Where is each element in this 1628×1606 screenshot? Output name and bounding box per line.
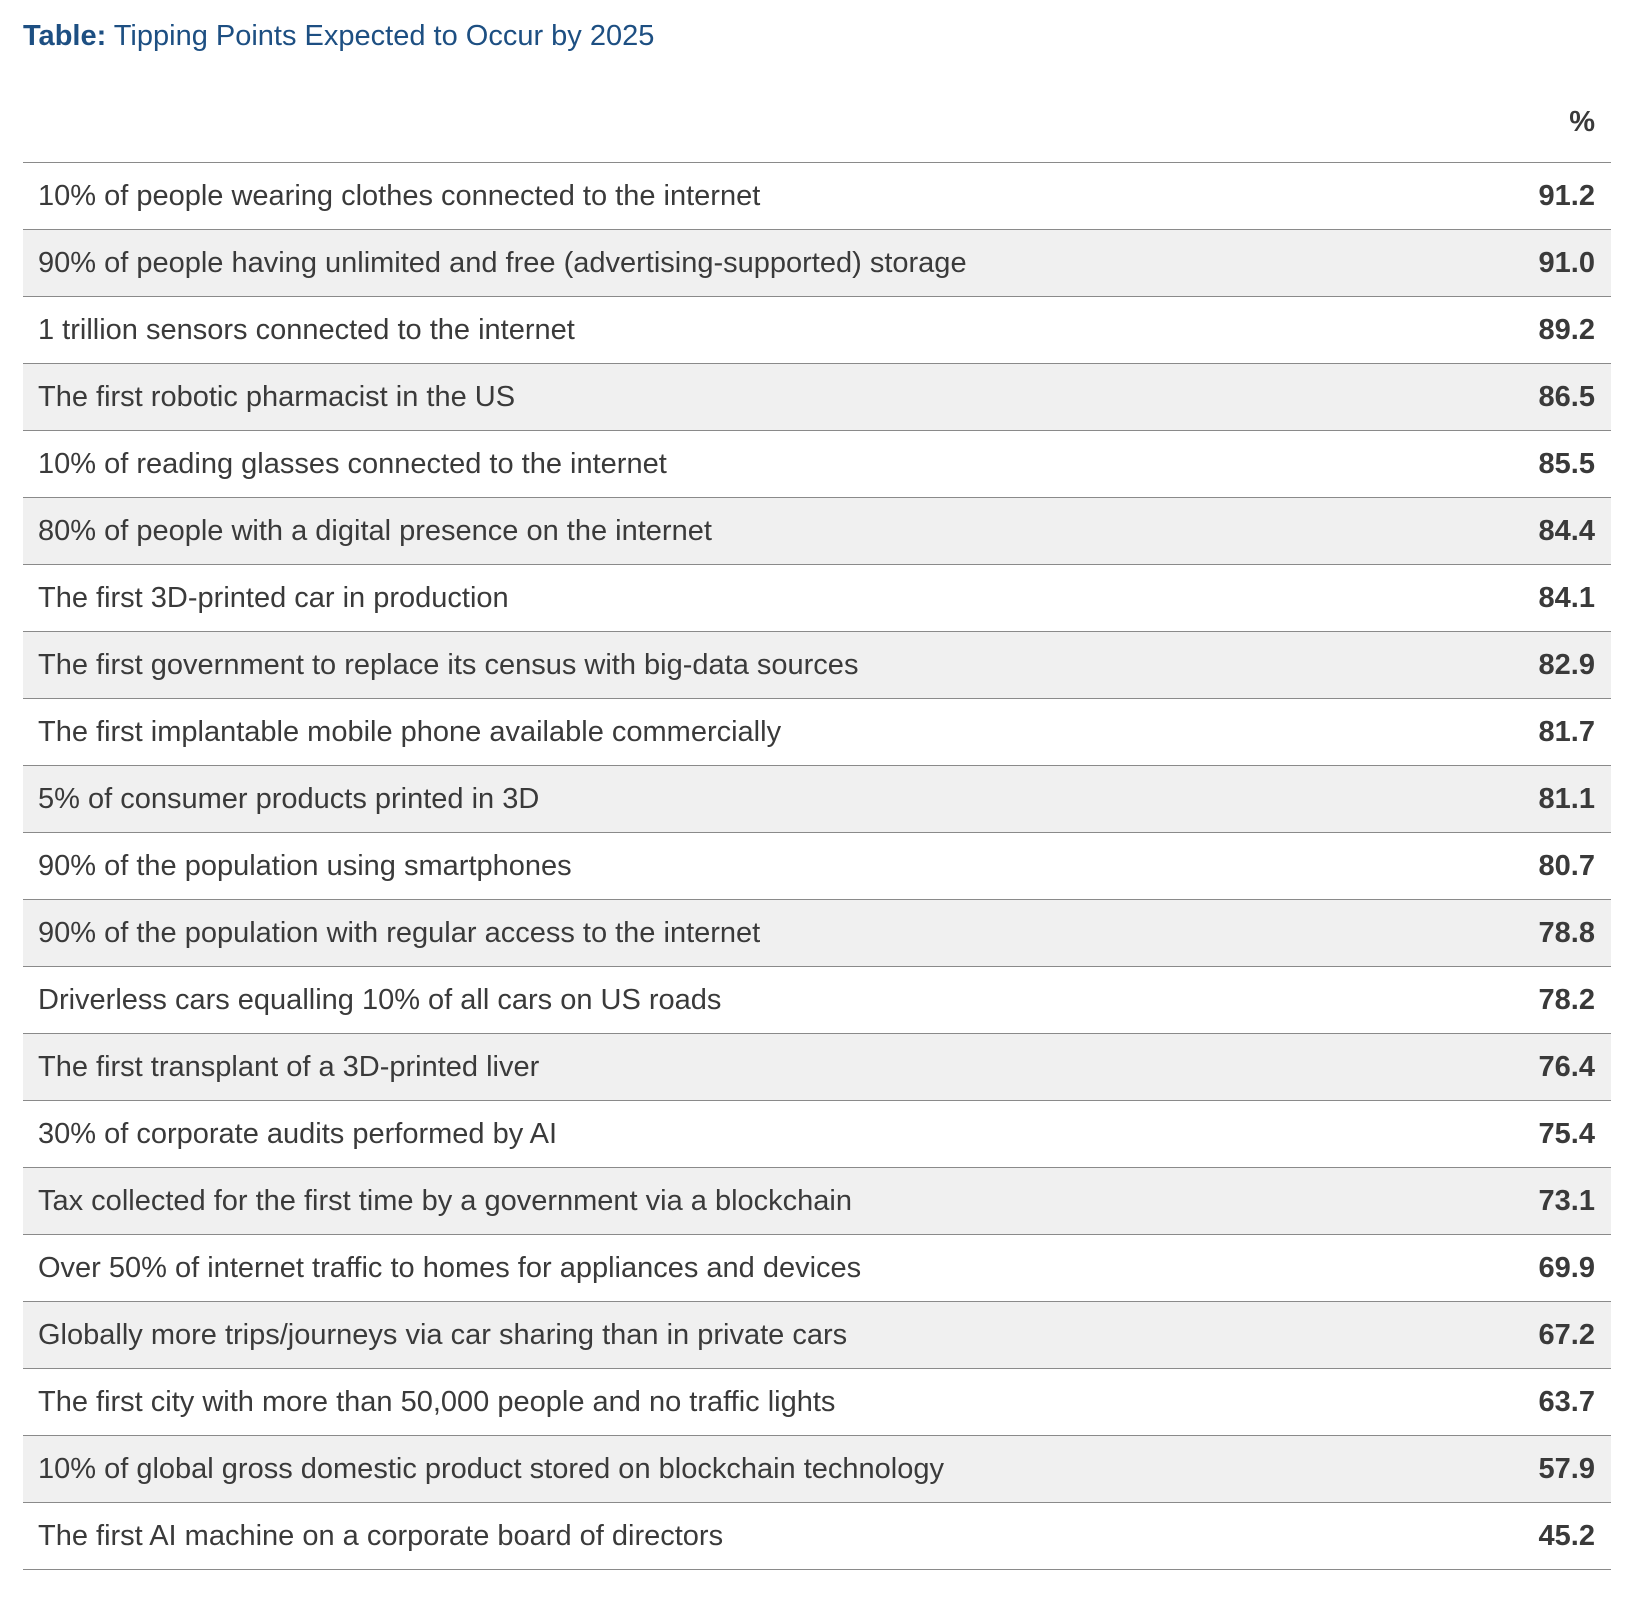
row-value: 91.2 [1538, 179, 1595, 212]
table-row: 1 trillion sensors connected to the inte… [23, 297, 1611, 364]
row-label: 80% of people with a digital presence on… [38, 514, 712, 547]
row-value: 78.8 [1538, 916, 1595, 949]
row-value: 75.4 [1538, 1117, 1595, 1150]
table-row: 10% of global gross domestic product sto… [23, 1436, 1611, 1503]
table-row: The first transplant of a 3D-printed liv… [23, 1034, 1611, 1101]
table-row: The first robotic pharmacist in the US 86… [23, 364, 1611, 431]
row-value: 85.5 [1538, 447, 1595, 480]
percent-column-header: % [1569, 106, 1595, 138]
row-value: 81.1 [1538, 782, 1595, 815]
row-value: 76.4 [1538, 1050, 1595, 1083]
table-row: Over 50% of internet traffic to homes fo… [23, 1235, 1611, 1302]
table-title-prefix: Table: [23, 20, 107, 52]
row-label: The first 3D-printed car in production [38, 581, 509, 614]
row-label: 5% of consumer products printed in 3D [38, 782, 540, 815]
table-row: 5% of consumer products printed in 3D 81.… [23, 766, 1611, 833]
row-value: 81.7 [1538, 715, 1595, 748]
table-row: Globally more trips/journeys via car sha… [23, 1302, 1611, 1369]
row-value: 69.9 [1538, 1251, 1595, 1284]
table-row: The first implantable mobile phone avail… [23, 699, 1611, 766]
table-row: Driverless cars equalling 10% of all car… [23, 967, 1611, 1034]
table-row: 90% of the population using smartphones 8… [23, 833, 1611, 900]
row-label: 10% of global gross domestic product sto… [38, 1452, 944, 1485]
row-value: 63.7 [1538, 1385, 1595, 1418]
row-label: Globally more trips/journeys via car sha… [38, 1318, 848, 1351]
row-value: 84.4 [1538, 514, 1595, 547]
row-label: The first robotic pharmacist in the US [38, 380, 516, 413]
table-row: Tax collected for the first time by a go… [23, 1168, 1611, 1235]
row-value: 84.1 [1538, 581, 1595, 614]
row-value: 82.9 [1538, 648, 1595, 681]
row-label: Driverless cars equalling 10% of all car… [38, 983, 722, 1016]
row-label: 30% of corporate audits performed by AI [38, 1117, 558, 1150]
table-row: The first government to replace its cens… [23, 632, 1611, 699]
row-label: The first implantable mobile phone avail… [38, 715, 782, 748]
table-row: 80% of people with a digital presence on… [23, 498, 1611, 565]
row-value: 78.2 [1538, 983, 1595, 1016]
row-label: The first government to replace its cens… [38, 648, 859, 681]
table-row: 90% of people having unlimited and free … [23, 230, 1611, 297]
row-label: 90% of people having unlimited and free … [38, 246, 967, 279]
table-row: 10% of reading glasses connected to the … [23, 431, 1611, 498]
row-value: 86.5 [1538, 380, 1595, 413]
table-title-text: Tipping Points Expected to Occur by 2025 [113, 20, 655, 52]
row-label: 10% of reading glasses connected to the … [38, 447, 667, 480]
row-value: 91.0 [1538, 246, 1595, 279]
table-row: The first AI machine on a corporate boar… [23, 1503, 1611, 1570]
row-label: 90% of the population using smartphones [38, 849, 572, 882]
table-header-row: % [23, 100, 1611, 163]
row-value: 73.1 [1538, 1184, 1595, 1217]
row-value: 67.2 [1538, 1318, 1595, 1351]
row-label: The first city with more than 50,000 peo… [38, 1385, 836, 1418]
table-row: 10% of people wearing clothes connected … [23, 163, 1611, 230]
row-label: 10% of people wearing clothes connected … [38, 179, 761, 212]
row-value: 89.2 [1538, 313, 1595, 346]
row-label: Over 50% of internet traffic to homes fo… [38, 1251, 862, 1284]
table-title: Table: Tipping Points Expected to Occur … [23, 16, 654, 56]
table-row: 90% of the population with regular acces… [23, 900, 1611, 967]
row-label: The first AI machine on a corporate boar… [38, 1519, 724, 1552]
table-row: 30% of corporate audits performed by AI 7… [23, 1101, 1611, 1168]
row-label: Tax collected for the first time by a go… [38, 1184, 852, 1217]
row-value: 57.9 [1538, 1452, 1595, 1485]
row-value: 45.2 [1538, 1519, 1595, 1552]
table-body: 10% of people wearing clothes connected … [23, 163, 1611, 1570]
table-row: The first 3D-printed car in production 84… [23, 565, 1611, 632]
row-label: 90% of the population with regular acces… [38, 916, 761, 949]
row-value: 80.7 [1538, 849, 1595, 882]
table-row: The first city with more than 50,000 peo… [23, 1369, 1611, 1436]
row-label: 1 trillion sensors connected to the inte… [38, 313, 575, 346]
tipping-points-table: % 10% of people wearing clothes connecte… [23, 100, 1611, 1570]
row-label: The first transplant of a 3D-printed liv… [38, 1050, 540, 1083]
